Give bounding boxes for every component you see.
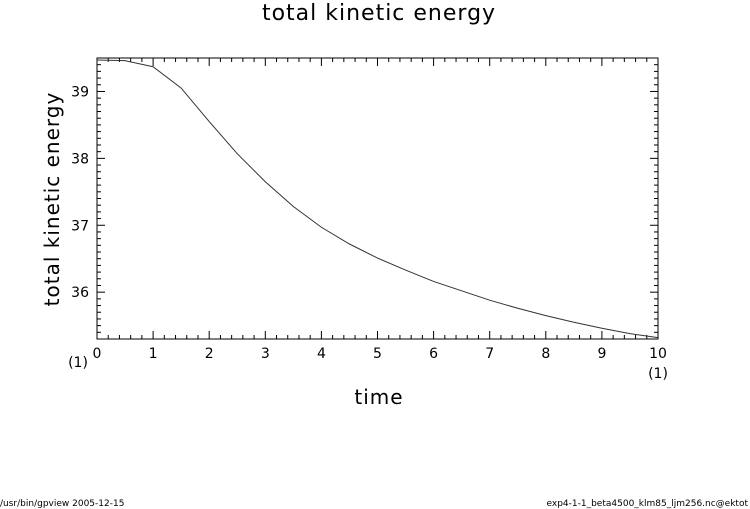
x-tick-label: 8 [541, 346, 550, 362]
x-axis-ticks: 0 1 2 3 4 5 6 7 8 9 10 [93, 58, 667, 362]
footer-right-text: exp4-1-1_beta4500_klm85_ljm256.nc@ektot [546, 499, 749, 509]
x-tick-label: 9 [597, 346, 606, 362]
x-tick-label: 10 [649, 346, 667, 362]
x-axis-unit: (1) [648, 366, 668, 382]
x-tick-label: 7 [485, 346, 494, 362]
y-tick-label: 38 [71, 151, 89, 167]
y-axis-unit: (1) [68, 355, 88, 371]
x-tick-label: 6 [429, 346, 438, 362]
x-tick-label: 1 [149, 346, 158, 362]
x-tick-label: 2 [205, 346, 214, 362]
plot-frame [96, 57, 659, 340]
y-axis-ticks: 36 37 38 39 [71, 57, 658, 340]
y-tick-label: 36 [71, 285, 89, 301]
series-line [96, 59, 659, 339]
y-axis-label: total kinetic energy [40, 92, 64, 307]
x-tick-label: 0 [93, 346, 102, 362]
chart-title: total kinetic energy [262, 1, 496, 26]
y-tick-label: 37 [71, 218, 89, 234]
y-tick-label: 39 [71, 84, 89, 100]
series-group [96, 59, 659, 339]
footer-left-text: /usr/bin/gpview 2005-12-15 [0, 499, 125, 509]
x-axis-label: time [354, 385, 403, 409]
x-tick-label: 3 [261, 346, 270, 362]
x-tick-label: 5 [373, 346, 382, 362]
x-tick-label: 4 [317, 346, 326, 362]
